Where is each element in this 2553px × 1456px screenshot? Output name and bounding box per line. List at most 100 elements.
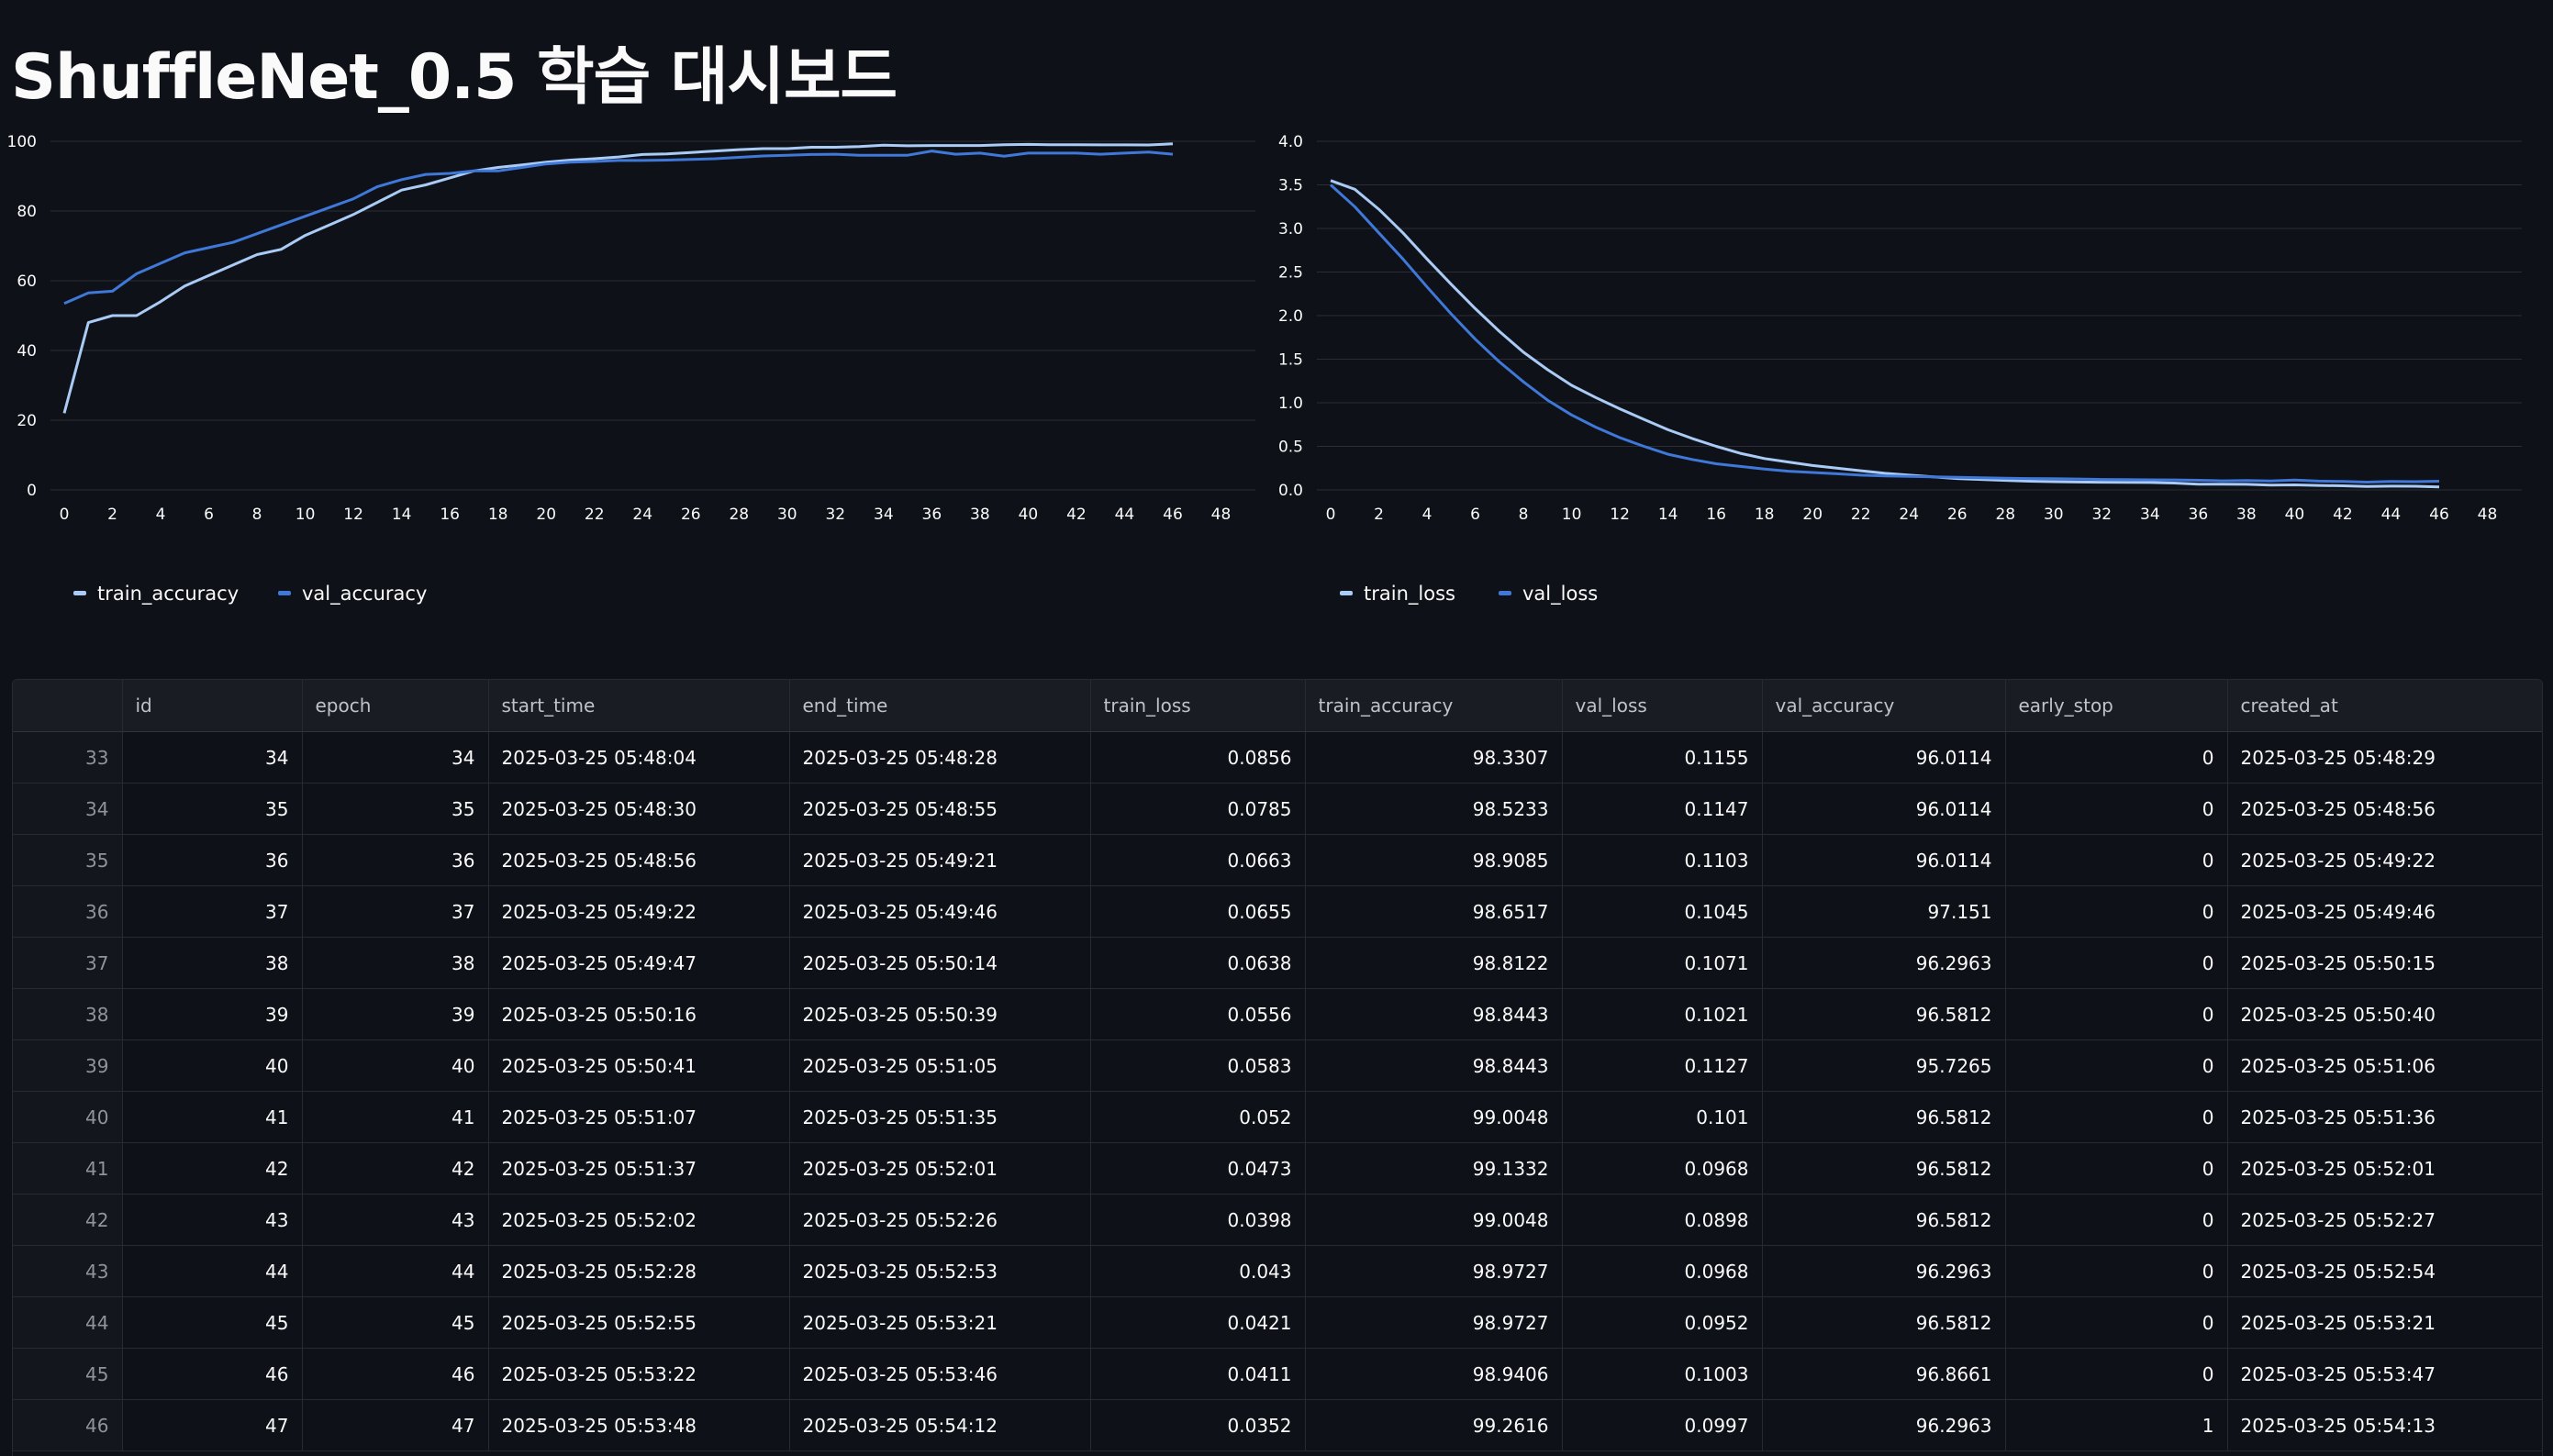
cell-id[interactable]: 38 bbox=[122, 937, 303, 989]
column-header-train-accuracy[interactable]: train_accuracy bbox=[1305, 680, 1563, 732]
legend-item-train-loss[interactable]: train_loss bbox=[1340, 583, 1455, 606]
cell-val-accuracy[interactable]: 96.0114 bbox=[1762, 783, 2006, 835]
cell-end-time[interactable]: 2025-03-25 05:54:12 bbox=[789, 1399, 1091, 1451]
cell-early-stop[interactable]: 0 bbox=[2005, 1348, 2228, 1400]
row-index-cell[interactable]: 39 bbox=[13, 1039, 123, 1092]
cell-val-loss[interactable]: 0.1021 bbox=[1562, 988, 1763, 1040]
cell-train-loss[interactable]: 0.0663 bbox=[1090, 834, 1306, 886]
cell-start-time[interactable]: 2025-03-25 05:49:22 bbox=[488, 885, 790, 938]
cell-epoch[interactable]: 39 bbox=[302, 988, 489, 1040]
index-column-header[interactable] bbox=[13, 680, 123, 732]
cell-train-accuracy[interactable]: 99.1332 bbox=[1305, 1142, 1563, 1195]
cell-created-at[interactable]: 2025-03-25 05:48:29 bbox=[2227, 731, 2542, 784]
cell-start-time[interactable]: 2025-03-25 05:48:56 bbox=[488, 834, 790, 886]
row-index-cell[interactable]: 42 bbox=[13, 1194, 123, 1246]
column-header-created-at[interactable]: created_at bbox=[2227, 680, 2542, 732]
cell-id[interactable]: 44 bbox=[122, 1245, 303, 1297]
cell-created-at[interactable]: 2025-03-25 05:52:01 bbox=[2227, 1142, 2542, 1195]
cell-created-at[interactable]: 2025-03-25 05:54:13 bbox=[2227, 1399, 2542, 1451]
cell-val-accuracy[interactable]: 96.0114 bbox=[1762, 834, 2006, 886]
cell-epoch[interactable]: 46 bbox=[302, 1348, 489, 1400]
cell-val-accuracy[interactable]: 95.7265 bbox=[1762, 1039, 2006, 1092]
cell-epoch[interactable]: 34 bbox=[302, 731, 489, 784]
table-row[interactable]: 42 43 43 2025-03-25 05:52:02 2025-03-25 05:5… bbox=[13, 1194, 2542, 1246]
cell-val-loss[interactable]: 0.101 bbox=[1562, 1091, 1763, 1143]
cell-id[interactable]: 46 bbox=[122, 1348, 303, 1400]
cell-id[interactable]: 47 bbox=[122, 1399, 303, 1451]
cell-val-loss[interactable]: 0.1103 bbox=[1562, 834, 1763, 886]
cell-early-stop[interactable]: 0 bbox=[2005, 834, 2228, 886]
cell-end-time[interactable]: 2025-03-25 05:50:39 bbox=[789, 988, 1091, 1040]
cell-early-stop[interactable]: 0 bbox=[2005, 988, 2228, 1040]
cell-train-loss[interactable]: 0.0473 bbox=[1090, 1142, 1306, 1195]
cell-val-loss[interactable]: 0.1045 bbox=[1562, 885, 1763, 938]
cell-early-stop[interactable]: 0 bbox=[2005, 1194, 2228, 1246]
row-index-cell[interactable]: 41 bbox=[13, 1142, 123, 1195]
table-row[interactable]: 34 35 35 2025-03-25 05:48:30 2025-03-25 05:4… bbox=[13, 783, 2542, 835]
cell-id[interactable]: 34 bbox=[122, 731, 303, 784]
row-index-cell[interactable]: 45 bbox=[13, 1348, 123, 1400]
cell-created-at[interactable]: 2025-03-25 05:49:46 bbox=[2227, 885, 2542, 938]
cell-end-time[interactable]: 2025-03-25 05:52:53 bbox=[789, 1245, 1091, 1297]
row-index-cell[interactable]: 36 bbox=[13, 885, 123, 938]
cell-epoch[interactable]: 45 bbox=[302, 1296, 489, 1349]
cell-train-accuracy[interactable]: 98.3307 bbox=[1305, 731, 1563, 784]
row-index-cell[interactable]: 33 bbox=[13, 731, 123, 784]
cell-epoch[interactable]: 44 bbox=[302, 1245, 489, 1297]
cell-end-time[interactable]: 2025-03-25 05:49:46 bbox=[789, 885, 1091, 938]
cell-start-time[interactable]: 2025-03-25 05:52:02 bbox=[488, 1194, 790, 1246]
cell-val-accuracy[interactable]: 96.2963 bbox=[1762, 1399, 2006, 1451]
cell-end-time[interactable]: 2025-03-25 05:53:46 bbox=[789, 1348, 1091, 1400]
cell-early-stop[interactable]: 0 bbox=[2005, 1296, 2228, 1349]
cell-created-at[interactable]: 2025-03-25 05:53:21 bbox=[2227, 1296, 2542, 1349]
cell-train-accuracy[interactable]: 98.8443 bbox=[1305, 1039, 1563, 1092]
cell-start-time[interactable]: 2025-03-25 05:51:07 bbox=[488, 1091, 790, 1143]
cell-created-at[interactable]: 2025-03-25 05:50:15 bbox=[2227, 937, 2542, 989]
cell-start-time[interactable]: 2025-03-25 05:50:16 bbox=[488, 988, 790, 1040]
legend-item-val-accuracy[interactable]: val_accuracy bbox=[278, 583, 427, 606]
series-line-val-accuracy[interactable] bbox=[63, 150, 1174, 306]
cell-train-accuracy[interactable]: 98.5233 bbox=[1305, 783, 1563, 835]
cell-early-stop[interactable]: 0 bbox=[2005, 783, 2228, 835]
cell-train-loss[interactable]: 0.0411 bbox=[1090, 1348, 1306, 1400]
cell-early-stop[interactable]: 1 bbox=[2005, 1399, 2228, 1451]
row-index-cell[interactable]: 40 bbox=[13, 1091, 123, 1143]
table-row[interactable]: 38 39 39 2025-03-25 05:50:16 2025-03-25 05:5… bbox=[13, 988, 2542, 1040]
cell-val-accuracy[interactable]: 96.5812 bbox=[1762, 988, 2006, 1040]
cell-train-accuracy[interactable]: 99.0048 bbox=[1305, 1194, 1563, 1246]
cell-end-time[interactable]: 2025-03-25 05:48:55 bbox=[789, 783, 1091, 835]
cell-val-accuracy[interactable]: 96.5812 bbox=[1762, 1194, 2006, 1246]
cell-early-stop[interactable]: 0 bbox=[2005, 1039, 2228, 1092]
row-index-cell[interactable]: 35 bbox=[13, 834, 123, 886]
cell-val-loss[interactable]: 0.1155 bbox=[1562, 731, 1763, 784]
cell-train-accuracy[interactable]: 98.8443 bbox=[1305, 988, 1563, 1040]
cell-start-time[interactable]: 2025-03-25 05:52:28 bbox=[488, 1245, 790, 1297]
cell-val-loss[interactable]: 0.0952 bbox=[1562, 1296, 1763, 1349]
cell-created-at[interactable]: 2025-03-25 05:52:54 bbox=[2227, 1245, 2542, 1297]
cell-early-stop[interactable]: 0 bbox=[2005, 937, 2228, 989]
cell-created-at[interactable]: 2025-03-25 05:52:27 bbox=[2227, 1194, 2542, 1246]
cell-epoch[interactable]: 41 bbox=[302, 1091, 489, 1143]
cell-train-accuracy[interactable]: 99.0048 bbox=[1305, 1091, 1563, 1143]
cell-val-loss[interactable]: 0.1071 bbox=[1562, 937, 1763, 989]
cell-train-accuracy[interactable]: 98.8122 bbox=[1305, 937, 1563, 989]
cell-train-loss[interactable]: 0.0398 bbox=[1090, 1194, 1306, 1246]
cell-epoch[interactable]: 35 bbox=[302, 783, 489, 835]
table-row[interactable]: 33 34 34 2025-03-25 05:48:04 2025-03-25 05:4… bbox=[13, 731, 2542, 784]
cell-val-accuracy[interactable]: 96.5812 bbox=[1762, 1142, 2006, 1195]
cell-val-accuracy[interactable]: 96.5812 bbox=[1762, 1296, 2006, 1349]
cell-train-accuracy[interactable]: 98.9727 bbox=[1305, 1245, 1563, 1297]
accuracy-chart[interactable]: 0 20 40 60 80 100 0 2 4 6 8 10 12 14 16 18 20 22 24 26 28 30 3… bbox=[0, 119, 1257, 624]
row-index-cell[interactable]: 46 bbox=[13, 1399, 123, 1451]
column-header-early-stop[interactable]: early_stop bbox=[2005, 680, 2228, 732]
row-index-cell[interactable]: 37 bbox=[13, 937, 123, 989]
loss-chart[interactable]: 0.0 0.5 1.0 1.5 2.0 2.5 3.0 3.5 4.0 0 2 4 6 8 10 12 14 16… bbox=[1266, 119, 2524, 624]
cell-end-time[interactable]: 2025-03-25 05:50:14 bbox=[789, 937, 1091, 989]
table-row[interactable]: 46 47 47 2025-03-25 05:53:48 2025-03-25 05:5… bbox=[13, 1399, 2542, 1451]
row-index-cell[interactable]: 44 bbox=[13, 1296, 123, 1349]
column-header-train-loss[interactable]: train_loss bbox=[1090, 680, 1306, 732]
cell-end-time[interactable]: 2025-03-25 05:52:26 bbox=[789, 1194, 1091, 1246]
cell-epoch[interactable]: 43 bbox=[302, 1194, 489, 1246]
cell-train-loss[interactable]: 0.0655 bbox=[1090, 885, 1306, 938]
cell-early-stop[interactable]: 0 bbox=[2005, 1091, 2228, 1143]
